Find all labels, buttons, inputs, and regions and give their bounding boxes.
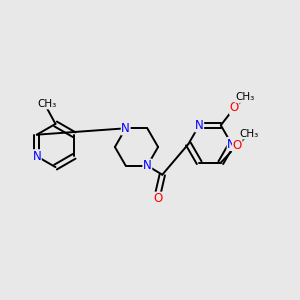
Text: N: N — [227, 137, 236, 151]
Text: O: O — [230, 101, 239, 114]
Text: CH₃: CH₃ — [235, 92, 254, 102]
Text: O: O — [153, 192, 162, 205]
Text: O: O — [233, 139, 242, 152]
Text: N: N — [143, 159, 152, 172]
Text: N: N — [195, 119, 204, 132]
Text: N: N — [121, 122, 130, 135]
Text: CH₃: CH₃ — [239, 129, 258, 139]
Text: CH₃: CH₃ — [37, 99, 56, 109]
Text: N: N — [32, 150, 41, 163]
